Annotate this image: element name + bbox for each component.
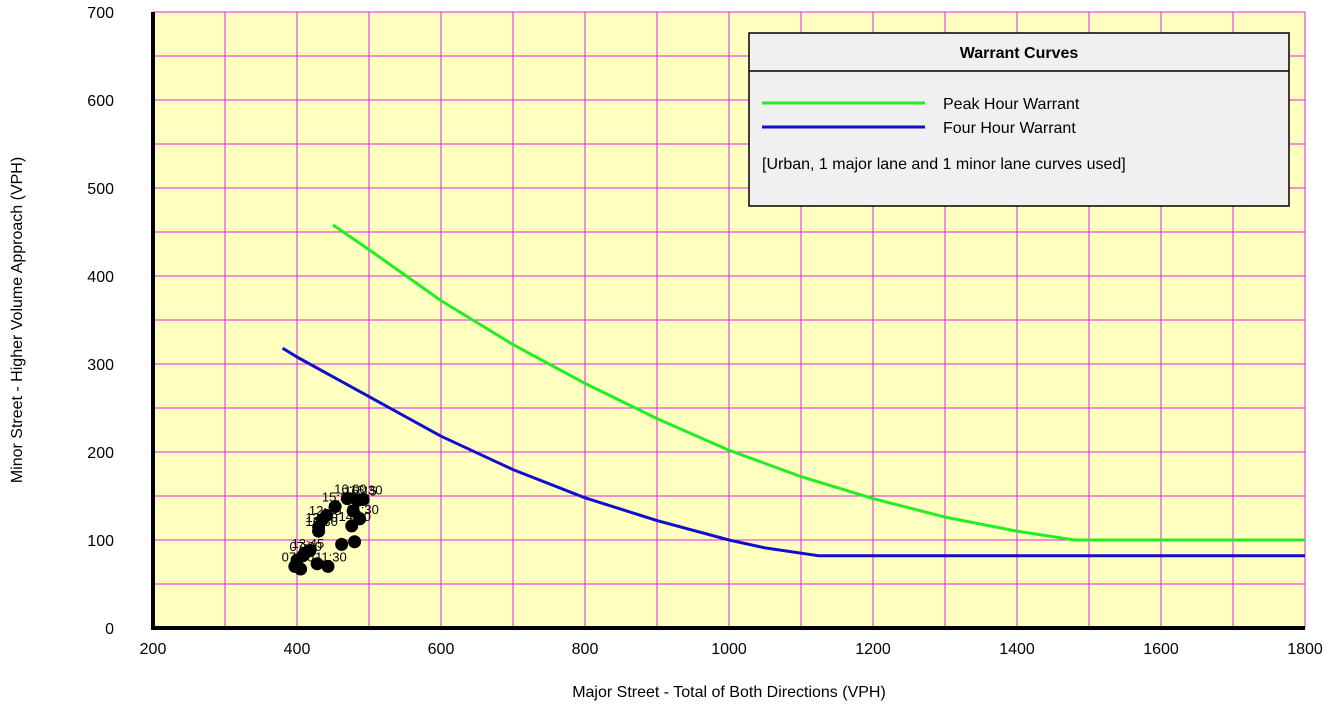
point-label: 16:15 [344, 483, 377, 498]
data-point [328, 500, 342, 514]
data-point [340, 492, 354, 506]
x-tick-label: 1400 [999, 641, 1035, 658]
x-tick-label: 400 [284, 641, 311, 658]
y-tick-label: 700 [87, 5, 114, 22]
legend-title: Warrant Curves [960, 45, 1079, 62]
data-point [353, 512, 367, 526]
x-tick-label: 1000 [711, 641, 747, 658]
y-tick-label: 200 [87, 445, 114, 462]
data-point [320, 508, 334, 522]
x-tick-labels: 200 400 600 800 1000 1200 1400 1600 1800 [140, 641, 1323, 658]
point-label: 12:00 [305, 510, 338, 525]
point-label: 12:30 [305, 514, 338, 529]
data-point [356, 493, 370, 507]
x-tick-label: 800 [572, 641, 599, 658]
point-label: 11:30 [315, 549, 347, 564]
x-tick-label: 1800 [1287, 641, 1323, 658]
legend-box [748, 32, 1290, 207]
point-label: 16:00 [334, 482, 367, 497]
legend-note: [Urban, 1 major lane and 1 minor lane cu… [762, 156, 1126, 173]
data-point [298, 546, 312, 560]
point-label: 14:30 [346, 502, 379, 517]
y-tick-label: 500 [87, 181, 114, 198]
point-label: 14:00 [338, 509, 371, 524]
warrant-curves [281, 223, 1305, 558]
x-axis-title: Major Street - Total of Both Directions … [572, 684, 886, 701]
legend-label-four-hour: Four Hour Warrant [943, 120, 1076, 137]
point-label: 12:15 [309, 503, 342, 518]
y-tick-label: 300 [87, 357, 114, 374]
y-tick-label: 0 [105, 621, 114, 638]
point-label: 13:45 [292, 536, 325, 551]
point-label: 16:30 [350, 483, 383, 498]
data-point [335, 537, 349, 551]
y-axis-title: Minor Street - Higher Volume Approach (V… [9, 157, 26, 483]
point-label: 07:30 [289, 539, 322, 554]
data-point [310, 557, 324, 571]
data-point [348, 535, 362, 549]
x-tick-label: 1600 [1143, 641, 1179, 658]
y-tick-labels: 0 100 200 300 400 500 600 700 [87, 5, 114, 638]
y-tick-label: 600 [87, 93, 114, 110]
x-tick-label: 200 [140, 641, 167, 658]
legend: Warrant Curves Peak Hour Warrant Four Ho… [748, 32, 1290, 207]
four-hour-warrant-line [281, 346, 1305, 558]
y-tick-label: 100 [87, 533, 114, 550]
y-tick-label: 400 [87, 269, 114, 286]
point-label: 15:30 [322, 490, 355, 505]
x-tick-label: 1200 [855, 641, 891, 658]
point-label: 07:00 [282, 549, 315, 564]
peak-hour-warrant-line [332, 223, 1305, 542]
data-point [312, 520, 326, 534]
x-tick-label: 600 [428, 641, 455, 658]
legend-label-peak: Peak Hour Warrant [943, 96, 1080, 113]
data-point [321, 559, 335, 573]
